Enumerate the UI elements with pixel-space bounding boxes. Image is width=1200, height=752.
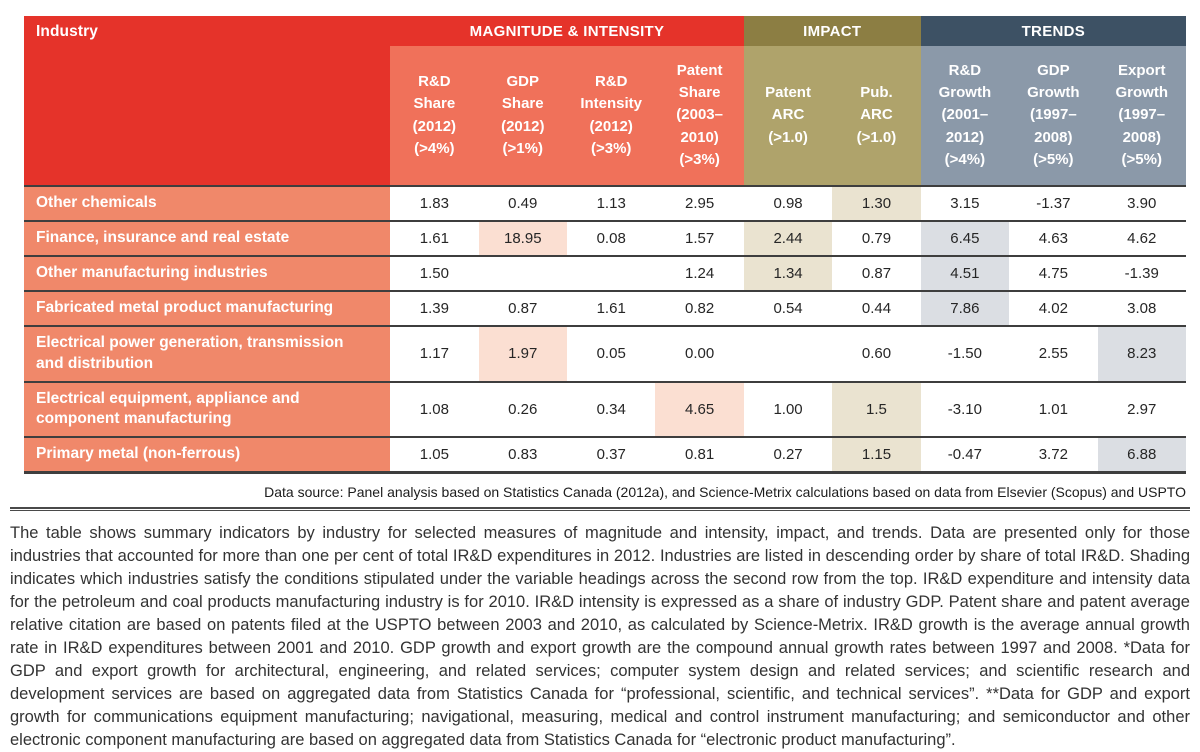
value-cell: 0.54: [743, 289, 833, 326]
value-cell: -1.50: [920, 324, 1010, 382]
value-cell: 6.45: [920, 219, 1010, 256]
value-cell: 2.97: [1097, 380, 1186, 438]
value-cell: 0.37: [566, 436, 656, 473]
group-header-trends: TRENDS: [920, 16, 1186, 46]
value-cell: 4.62: [1097, 219, 1186, 256]
value-cell: 4.65: [655, 380, 744, 438]
table-row: Other manufacturing industries 1.50 1.24 1.…: [24, 254, 1186, 291]
table-row: Primary metal (non-ferrous) 1.05 0.83 0.37 0…: [24, 436, 1186, 473]
value-cell: 1.39: [390, 289, 479, 326]
table-row: Other chemicals 1.83 0.49 1.13 2.95 0.98 1.30 3…: [24, 185, 1186, 221]
value-cell: 0.81: [655, 436, 744, 473]
value-cell: 2.44: [743, 219, 833, 256]
value-cell: 1.30: [832, 185, 921, 221]
value-cell: 1.01: [1009, 380, 1098, 438]
value-cell: 1.13: [566, 185, 656, 221]
column-header-patent-arc: Patent ARC (>1.0): [743, 46, 833, 186]
data-source-note: Data source: Panel analysis based on Sta…: [264, 484, 1186, 501]
value-cell: 4.63: [1009, 219, 1098, 256]
value-cell: 6.88: [1097, 436, 1186, 473]
value-cell: 0.87: [832, 254, 921, 291]
column-header-gdp-growth: GDP Growth (1997– 2008) (>5%): [1009, 46, 1098, 186]
value-cell: 0.34: [566, 380, 656, 438]
table-header: Industry MAGNITUDE & INTENSITY IMPACT TR…: [24, 16, 1186, 186]
value-cell: 1.83: [390, 185, 479, 221]
table-row: Electrical equipment, appliance and comp…: [24, 380, 1186, 438]
value-cell: 1.5: [832, 380, 921, 438]
column-header-rd-share: R&D Share (2012) (>4%): [390, 46, 479, 186]
value-cell: 1.05: [390, 436, 479, 473]
value-cell: 1.50: [390, 254, 479, 291]
value-cell: -0.47: [920, 436, 1010, 473]
group-header-row: Industry MAGNITUDE & INTENSITY IMPACT TR…: [24, 16, 1186, 186]
value-cell: -1.39: [1097, 254, 1186, 291]
value-cell: 1.08: [390, 380, 479, 438]
table-caption-text: The table shows summary indicators by in…: [10, 524, 1190, 750]
value-cell: 1.61: [566, 289, 656, 326]
industry-label: Fabricated metal product manufacturing: [24, 289, 391, 326]
value-cell: 4.75: [1009, 254, 1098, 291]
industry-label: Other manufacturing industries: [24, 254, 391, 291]
value-cell: 3.72: [1009, 436, 1098, 473]
value-cell: [743, 324, 833, 382]
industry-label: Electrical equipment, appliance and comp…: [24, 380, 391, 438]
value-cell: 1.24: [655, 254, 744, 291]
value-cell: 1.57: [655, 219, 744, 256]
value-cell: 4.51: [920, 254, 1010, 291]
value-cell: -1.37: [1009, 185, 1098, 221]
value-cell: 2.55: [1009, 324, 1098, 382]
industry-label: Electrical power generation, transmissio…: [24, 324, 391, 382]
value-cell: 0.00: [655, 324, 744, 382]
column-header-row: R&D Share (2012) (>4%) GDP Share (2012) …: [24, 46, 1186, 186]
report-figure-page: Industry MAGNITUDE & INTENSITY IMPACT TR…: [0, 16, 1200, 752]
value-cell: 1.61: [390, 219, 479, 256]
summary-indicator-table: Industry MAGNITUDE & INTENSITY IMPACT TR…: [24, 16, 1186, 475]
value-cell: 0.26: [478, 380, 567, 438]
column-header-rd-growth: R&D Growth (2001– 2012) (>4%): [920, 46, 1010, 186]
value-cell: 8.23: [1097, 324, 1186, 382]
table-row: Fabricated metal product manufacturing 1.…: [24, 289, 1186, 326]
industry-label: Other chemicals: [24, 185, 391, 221]
value-cell: 0.79: [832, 219, 921, 256]
value-cell: 0.98: [743, 185, 833, 221]
industry-column-header: Industry: [24, 16, 391, 186]
table-row: Finance, insurance and real estate 1.61 18…: [24, 219, 1186, 256]
column-header-gdp-share: GDP Share (2012) (>1%): [478, 46, 567, 186]
value-cell: 0.27: [743, 436, 833, 473]
value-cell: 2.95: [655, 185, 744, 221]
section-divider-rule: [10, 507, 1190, 512]
table-row: Electrical power generation, transmissio…: [24, 324, 1186, 382]
industry-label: Primary metal (non-ferrous): [24, 436, 391, 473]
value-cell: 0.08: [566, 219, 656, 256]
value-cell: 4.02: [1009, 289, 1098, 326]
value-cell: [478, 254, 567, 291]
value-cell: 3.15: [920, 185, 1010, 221]
industry-label: Finance, insurance and real estate: [24, 219, 391, 256]
value-cell: 1.15: [832, 436, 921, 473]
column-header-rd-intensity: R&D Intensity (2012) (>3%): [566, 46, 656, 186]
value-cell: 7.86: [920, 289, 1010, 326]
value-cell: 0.87: [478, 289, 567, 326]
value-cell: 3.90: [1097, 185, 1186, 221]
value-cell: 0.44: [832, 289, 921, 326]
column-header-pub-arc: Pub. ARC (>1.0): [832, 46, 921, 186]
value-cell: 0.83: [478, 436, 567, 473]
value-cell: 0.60: [832, 324, 921, 382]
value-cell: 1.97: [478, 324, 567, 382]
value-cell: 1.00: [743, 380, 833, 438]
value-cell: 0.49: [478, 185, 567, 221]
column-header-patent-share: Patent Share (2003– 2010) (>3%): [655, 46, 744, 186]
table-body: Other chemicals 1.83 0.49 1.13 2.95 0.98 1.30 3…: [24, 185, 1186, 473]
column-header-export-growth: Export Growth (1997– 2008) (>5%): [1097, 46, 1186, 186]
value-cell: 3.08: [1097, 289, 1186, 326]
value-cell: 1.34: [743, 254, 833, 291]
value-cell: 18.95: [478, 219, 567, 256]
value-cell: -3.10: [920, 380, 1010, 438]
group-header-impact: IMPACT: [743, 16, 921, 46]
value-cell: [566, 254, 656, 291]
value-cell: 0.05: [566, 324, 656, 382]
value-cell: 0.82: [655, 289, 744, 326]
value-cell: 1.17: [390, 324, 479, 382]
group-header-magnitude-intensity: MAGNITUDE & INTENSITY: [390, 16, 744, 46]
